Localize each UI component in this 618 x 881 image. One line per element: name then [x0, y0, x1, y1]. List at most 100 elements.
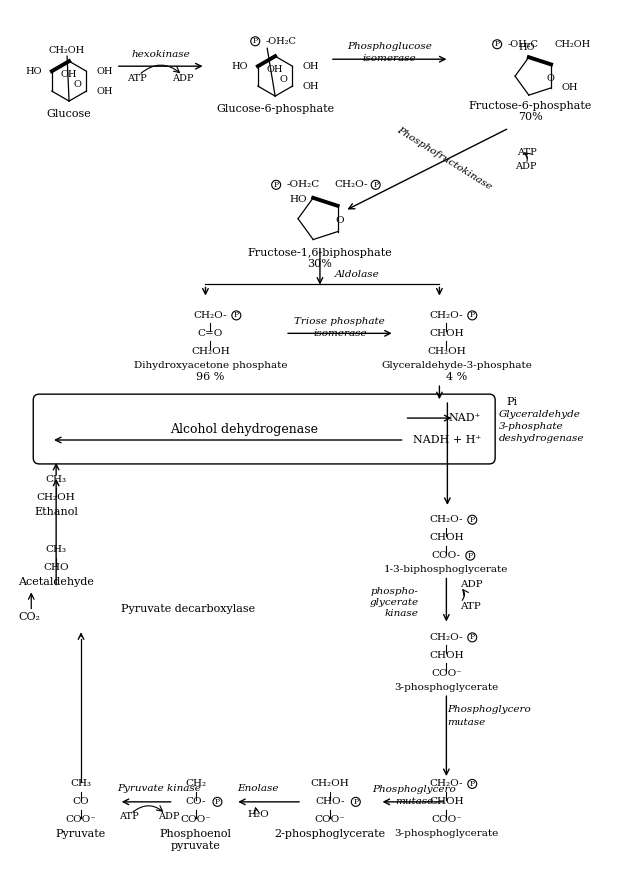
Text: P: P — [274, 181, 279, 189]
Text: CHOH: CHOH — [429, 797, 464, 806]
Text: P: P — [494, 41, 500, 48]
Text: CH₂O-: CH₂O- — [430, 780, 464, 788]
Text: -OH₂C: -OH₂C — [286, 181, 320, 189]
Text: Phosphoglycero: Phosphoglycero — [447, 705, 531, 714]
Text: Pi: Pi — [506, 397, 517, 407]
Text: ADP: ADP — [460, 580, 483, 589]
Text: Pyruvate decarboxylase: Pyruvate decarboxylase — [121, 604, 255, 614]
Text: ATP: ATP — [460, 602, 481, 611]
Text: P: P — [470, 311, 475, 320]
Text: ADP: ADP — [172, 74, 193, 83]
Text: CH₂O-: CH₂O- — [334, 181, 368, 189]
Text: OH: OH — [96, 67, 112, 76]
Text: Glyceraldehyde: Glyceraldehyde — [499, 410, 581, 418]
Text: Glyceraldehyde-3-phosphate: Glyceraldehyde-3-phosphate — [381, 360, 531, 370]
Text: 3-phosphoglycerate: 3-phosphoglycerate — [394, 829, 499, 838]
Text: -OH₂C: -OH₂C — [265, 37, 296, 46]
Text: COO⁻: COO⁻ — [315, 815, 345, 825]
Text: O: O — [279, 75, 287, 84]
Text: COO⁻: COO⁻ — [180, 815, 211, 825]
Text: ATP: ATP — [127, 74, 146, 83]
Text: OH: OH — [561, 84, 578, 93]
Text: CH₂O-: CH₂O- — [193, 311, 227, 320]
Text: COO⁻: COO⁻ — [431, 669, 462, 677]
Text: OH: OH — [96, 86, 112, 96]
Text: ATP: ATP — [517, 148, 537, 158]
Text: Glucose-6-phosphate: Glucose-6-phosphate — [216, 104, 334, 114]
Text: CH₂OH: CH₂OH — [191, 347, 230, 356]
Text: Aldolase: Aldolase — [335, 270, 379, 279]
Text: Fructose-6-phosphate: Fructose-6-phosphate — [468, 101, 591, 111]
Text: CH₃: CH₃ — [46, 545, 67, 554]
Text: CHOH: CHOH — [429, 329, 464, 337]
Text: COO⁻: COO⁻ — [431, 815, 462, 825]
Text: CH₃: CH₃ — [70, 780, 91, 788]
Text: CH₂OH: CH₂OH — [310, 780, 349, 788]
Text: 70%: 70% — [518, 112, 543, 122]
Text: H₂O: H₂O — [247, 811, 269, 819]
Text: 30%: 30% — [308, 258, 332, 269]
Text: Acetaldehyde: Acetaldehyde — [18, 576, 94, 587]
Text: CHOH: CHOH — [429, 533, 464, 542]
Text: CH₂OH: CH₂OH — [555, 40, 591, 48]
Text: -OH₂C: -OH₂C — [507, 40, 538, 48]
Text: CH₂O-: CH₂O- — [430, 633, 464, 642]
Text: pyruvate: pyruvate — [171, 840, 221, 851]
Text: OH: OH — [302, 82, 319, 91]
Text: P: P — [234, 311, 239, 320]
Text: CH₂O-: CH₂O- — [430, 515, 464, 524]
Text: Ethanol: Ethanol — [34, 507, 78, 517]
Text: Glucose: Glucose — [47, 109, 91, 119]
Text: Fructose-1,6-biphosphate: Fructose-1,6-biphosphate — [248, 248, 392, 257]
Text: OH: OH — [267, 64, 284, 74]
Text: 4 %: 4 % — [446, 372, 467, 382]
Text: isomerase: isomerase — [313, 329, 366, 337]
Text: 3-phosphate: 3-phosphate — [499, 421, 564, 431]
Text: OH: OH — [61, 70, 77, 78]
Text: Dihydroxyacetone phosphate: Dihydroxyacetone phosphate — [133, 360, 287, 370]
Text: CH₂: CH₂ — [185, 780, 206, 788]
Text: Phosphoglucose: Phosphoglucose — [347, 41, 432, 51]
Text: NAD⁺: NAD⁺ — [449, 413, 481, 423]
Text: glycerate: glycerate — [370, 598, 418, 607]
Text: HO: HO — [290, 196, 307, 204]
Text: ATP: ATP — [119, 812, 138, 821]
Text: Phosphoglycero: Phosphoglycero — [373, 785, 457, 795]
Text: O: O — [73, 79, 81, 89]
Text: NADH + H⁺: NADH + H⁺ — [413, 435, 481, 445]
Text: kinase: kinase — [384, 609, 418, 618]
Text: Pyruvate kinase: Pyruvate kinase — [117, 784, 201, 794]
Text: O: O — [336, 216, 344, 226]
Text: Triose phosphate: Triose phosphate — [295, 317, 385, 326]
Text: HO: HO — [25, 67, 42, 76]
Text: CH₂OH: CH₂OH — [36, 493, 75, 502]
Text: phospho-: phospho- — [371, 587, 418, 596]
Text: P: P — [468, 552, 473, 559]
Text: Phosphoenol: Phosphoenol — [159, 829, 232, 839]
Text: CH₂OH: CH₂OH — [427, 347, 466, 356]
Text: P: P — [253, 37, 258, 45]
Text: CHO: CHO — [43, 563, 69, 572]
Text: CO: CO — [73, 797, 90, 806]
Text: P: P — [470, 515, 475, 523]
Text: C=O: C=O — [198, 329, 223, 337]
Text: 2-phosphoglycerate: 2-phosphoglycerate — [274, 829, 386, 839]
Text: mutase: mutase — [447, 718, 486, 727]
Text: P: P — [353, 798, 358, 806]
Text: COO-: COO- — [432, 552, 461, 560]
Text: CHOH: CHOH — [429, 651, 464, 660]
Text: Pyruvate: Pyruvate — [56, 829, 106, 839]
Text: Phosphofructokinase: Phosphofructokinase — [396, 126, 494, 192]
Text: P: P — [215, 798, 220, 806]
Text: COO⁻: COO⁻ — [66, 815, 96, 825]
Text: deshydrogenase: deshydrogenase — [499, 433, 585, 442]
Text: Enolase: Enolase — [237, 784, 279, 794]
Text: ADP: ADP — [515, 162, 537, 172]
Text: CH₃: CH₃ — [46, 476, 67, 485]
Text: HO: HO — [232, 62, 248, 70]
Text: 1-3-biphosphoglycerate: 1-3-biphosphoglycerate — [384, 565, 509, 574]
Text: P: P — [470, 633, 475, 641]
Text: 96 %: 96 % — [197, 372, 224, 382]
Text: P: P — [373, 181, 378, 189]
Text: O: O — [547, 74, 555, 83]
